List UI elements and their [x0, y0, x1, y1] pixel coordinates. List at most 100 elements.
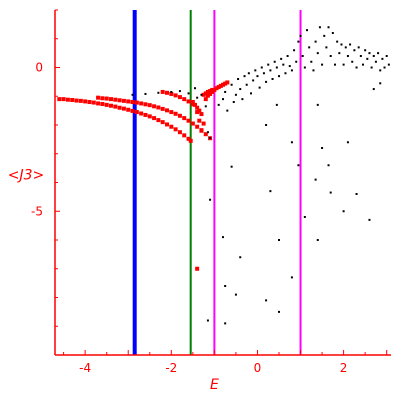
data-point-red [193, 102, 197, 107]
data-point-black [288, 65, 291, 68]
data-point-black [260, 66, 263, 69]
data-point-black [310, 60, 313, 63]
data-point-black [278, 75, 280, 78]
data-point-red [218, 83, 223, 88]
data-point-black [187, 92, 190, 95]
data-point-red [100, 102, 105, 107]
data-point-red [61, 97, 66, 102]
data-point-black [226, 109, 229, 112]
data-point-red [208, 91, 213, 96]
data-point-black [265, 299, 268, 302]
data-point-black [355, 66, 358, 69]
data-point-black [234, 293, 237, 296]
data-point-red [190, 100, 195, 104]
data-point-red [160, 89, 165, 94]
data-point-red [156, 118, 161, 123]
data-point-black [342, 210, 345, 213]
data-point-black [329, 55, 332, 57]
data-point-black [334, 63, 336, 66]
data-point-black [275, 66, 278, 69]
data-point-red [208, 89, 213, 94]
data-point-red [197, 108, 202, 113]
data-point-black [258, 86, 261, 89]
data-point-red [147, 103, 152, 108]
data-point-black [290, 141, 293, 144]
data-point-red [87, 100, 92, 104]
data-point-red [182, 97, 187, 102]
data-point-red [117, 98, 122, 103]
data-point-black [381, 57, 384, 60]
data-point-red [147, 114, 152, 119]
data-point-black [377, 52, 380, 55]
data-point-black [206, 319, 209, 322]
data-point-red [195, 110, 200, 115]
data-point-black [194, 87, 196, 90]
data-point-black [359, 55, 362, 57]
data-point-black [327, 26, 330, 29]
data-point-red [203, 91, 208, 96]
data-point-black [351, 60, 354, 63]
data-point-red [173, 127, 178, 132]
data-point-black [234, 93, 237, 96]
data-point-black [383, 66, 386, 69]
data-point-black [357, 46, 360, 49]
data-point-black [295, 60, 298, 63]
data-point-red [96, 95, 101, 100]
data-point-red [126, 99, 131, 104]
data-point-red [197, 118, 202, 123]
data-point-black [239, 256, 242, 259]
data-point-red [152, 104, 157, 109]
data-point-black [170, 90, 173, 93]
data-point-black [308, 46, 311, 49]
data-point-red [212, 87, 217, 92]
data-point-red [113, 97, 118, 102]
data-point-red [143, 112, 148, 117]
data-point-red [165, 122, 169, 127]
data-point-red [134, 110, 139, 115]
data-point-black [273, 60, 276, 63]
data-point-red [177, 130, 182, 135]
data-point-black [379, 69, 382, 72]
data-point-red [203, 132, 208, 137]
data-point-red [165, 108, 169, 113]
data-point-red [173, 93, 178, 98]
data-point-black [314, 40, 317, 43]
data-point-black [366, 57, 369, 60]
data-point-black [178, 90, 181, 93]
data-point-black [299, 34, 302, 37]
data-point-black [241, 98, 244, 101]
data-point-black [204, 105, 207, 108]
data-point-red [104, 96, 109, 101]
data-point-black [222, 236, 224, 239]
data-point-red [205, 93, 210, 98]
data-point-black [372, 88, 375, 91]
data-point-red [113, 104, 118, 109]
data-point-red [190, 102, 195, 107]
data-point-red [109, 97, 113, 102]
data-point-black [217, 103, 220, 106]
data-point-black [303, 66, 306, 69]
data-point-red [91, 100, 96, 105]
data-point-black [303, 216, 306, 218]
data-point-black [325, 46, 328, 49]
data-point-black [321, 63, 324, 66]
data-point-black [254, 69, 257, 72]
data-point-black [321, 147, 324, 149]
data-point-black [297, 164, 300, 167]
data-point-red [121, 106, 126, 111]
data-point-red [109, 103, 113, 108]
data-point-black [278, 239, 280, 241]
data-point-black [131, 93, 134, 96]
x-tick-label: 0 [254, 361, 262, 375]
data-point-black [200, 93, 203, 96]
data-point-red [83, 99, 88, 104]
data-point-black [286, 55, 289, 57]
data-point-red [210, 87, 215, 92]
x-tick-label: -4 [79, 361, 91, 375]
data-point-black [237, 78, 240, 80]
data-point-red [190, 121, 195, 126]
data-point-red [169, 91, 174, 96]
data-point-black [250, 92, 252, 95]
data-point-black [267, 63, 270, 66]
data-point-black [262, 72, 265, 75]
